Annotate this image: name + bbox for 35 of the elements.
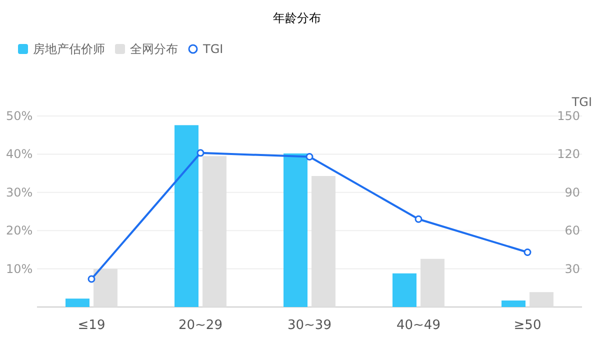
- x-tick-label: 40~49: [396, 318, 440, 333]
- y-tick-label: 10%: [6, 262, 33, 276]
- x-tick-label: 20~29: [178, 318, 222, 333]
- y2-tick-label: 90: [564, 185, 580, 200]
- point: [414, 215, 422, 223]
- legend-label: TGI: [202, 42, 224, 56]
- bar: [202, 156, 226, 307]
- bar: [94, 268, 118, 307]
- bar: [502, 300, 526, 307]
- bar: [530, 292, 554, 307]
- y-tick-label: 50%: [6, 109, 33, 123]
- bar: [174, 125, 198, 307]
- point: [524, 248, 532, 256]
- point: [88, 275, 96, 283]
- y2-tick-label: 30: [564, 262, 580, 276]
- y-tick-label: 20%: [6, 224, 33, 238]
- legend-label: 房地产估价师: [33, 42, 105, 56]
- chart-title: 年龄分布: [273, 11, 321, 25]
- point: [196, 149, 204, 157]
- y2-axis-title: TGI: [570, 95, 592, 109]
- bar: [420, 258, 444, 307]
- x-tick-label: ≥50: [514, 318, 542, 333]
- y2-tick-label: 60: [564, 224, 580, 238]
- y-tick-label: 40%: [6, 147, 33, 162]
- bar: [284, 153, 308, 307]
- y2-tick-label: 150: [557, 109, 580, 123]
- point: [306, 152, 314, 160]
- x-tick-label: 30~39: [288, 318, 332, 333]
- y2-tick-label: 120: [557, 147, 580, 162]
- x-tick-label: ≤19: [78, 318, 106, 333]
- bar: [392, 273, 416, 307]
- bar: [66, 298, 90, 307]
- legend-label: 全网分布: [130, 42, 178, 56]
- bar: [312, 176, 336, 307]
- y-tick-label: 30%: [6, 185, 33, 200]
